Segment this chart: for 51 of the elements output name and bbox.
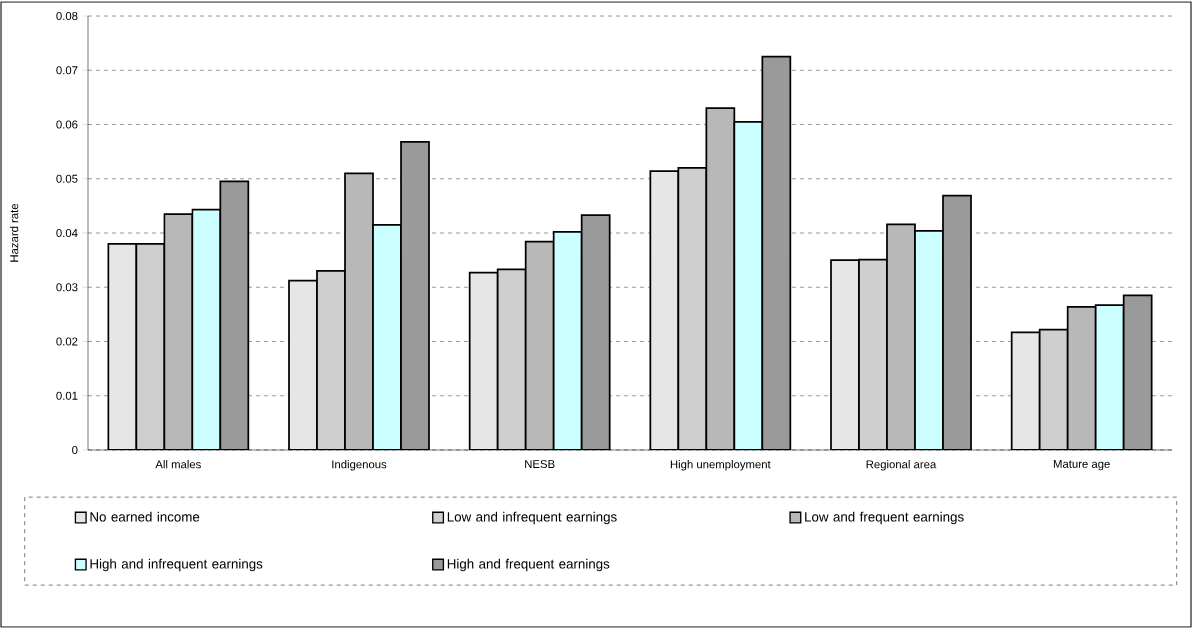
legend-label: Low and frequent earnings <box>805 511 964 525</box>
bar <box>830 259 860 450</box>
bar <box>886 223 916 450</box>
x-tick-label: NESB <box>525 460 555 469</box>
bar <box>858 258 888 450</box>
bar <box>372 223 402 450</box>
bar <box>163 213 194 450</box>
y-axis-title: Hazard rate <box>9 203 19 262</box>
bar <box>1122 294 1153 450</box>
bar <box>914 229 944 450</box>
bar <box>316 270 346 450</box>
bar <box>761 55 792 450</box>
bar <box>107 242 138 450</box>
legend-label: High and infrequent earnings <box>90 558 263 572</box>
x-tick-label: All males <box>155 460 201 469</box>
bar <box>288 279 318 450</box>
bar <box>942 194 972 450</box>
y-tick-label: 0.05 <box>56 174 78 183</box>
x-tick-label: Indigenous <box>332 460 387 471</box>
bar <box>496 268 527 450</box>
bar <box>580 214 611 450</box>
x-tick-label: High unemployment <box>670 460 771 471</box>
y-tick-label: 0.03 <box>56 283 78 292</box>
y-tick-label: 0.08 <box>56 12 78 21</box>
bar <box>219 180 250 450</box>
x-tick-label: Regional area <box>866 460 937 471</box>
bar <box>733 120 764 450</box>
bar <box>649 170 680 450</box>
bar <box>400 140 430 450</box>
bar <box>468 271 499 450</box>
legend-label: Low and infrequent earnings <box>447 511 617 525</box>
legend-label: High and frequent earnings <box>447 558 610 572</box>
bar <box>677 167 708 450</box>
y-tick-label: 0.01 <box>56 391 78 400</box>
bar <box>524 240 555 450</box>
bar <box>552 231 583 450</box>
bar <box>1010 331 1041 450</box>
y-tick-label: 0.07 <box>56 66 78 75</box>
y-tick-label: 0 <box>72 445 78 454</box>
y-tick-label: 0.04 <box>56 228 78 237</box>
bar <box>1038 328 1069 450</box>
bar <box>135 242 166 450</box>
bar <box>1066 305 1097 450</box>
bar <box>705 107 736 450</box>
bar <box>344 172 374 450</box>
x-tick-label: Mature age <box>1053 460 1110 471</box>
bar <box>1094 304 1125 450</box>
y-tick-label: 0.06 <box>56 120 78 129</box>
legend-label: No earned income <box>90 511 200 522</box>
y-tick-label: 0.02 <box>56 337 78 346</box>
bar <box>191 208 222 450</box>
